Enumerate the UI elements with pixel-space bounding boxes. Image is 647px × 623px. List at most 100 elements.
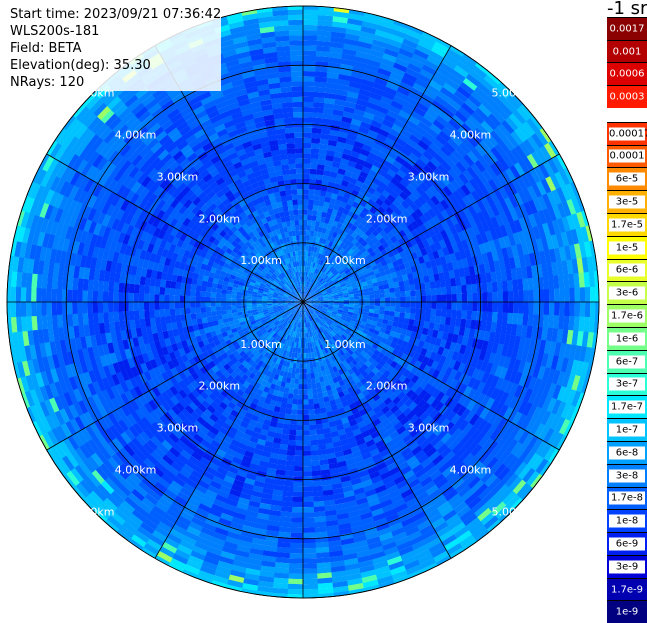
beta-cell	[303, 497, 314, 503]
beta-cell	[307, 225, 311, 231]
beta-cell	[380, 302, 385, 306]
beta-cell	[523, 302, 529, 314]
beta-cell	[498, 292, 504, 303]
beta-cell	[295, 368, 299, 374]
beta-cell	[404, 313, 410, 319]
beta-cell	[296, 425, 303, 430]
beta-cell	[554, 289, 560, 303]
beta-cell	[299, 364, 303, 369]
beta-cell	[308, 389, 313, 395]
beta-cell	[308, 205, 314, 211]
beta-cell	[502, 313, 508, 324]
beta-cell	[312, 133, 321, 139]
beta-cell	[289, 558, 303, 564]
beta-cell	[285, 465, 294, 471]
beta-cell	[298, 389, 303, 394]
beta-cell	[303, 399, 309, 404]
beta-cell	[410, 308, 416, 314]
beta-cell	[307, 384, 312, 390]
beta-cell	[303, 410, 309, 415]
beta-cell	[385, 293, 391, 298]
beta-cell	[313, 393, 319, 399]
beta-cell	[303, 71, 315, 77]
beta-cell	[457, 302, 463, 311]
beta-cell	[303, 558, 317, 564]
beta-cell	[303, 584, 318, 590]
beta-cell	[294, 471, 303, 476]
beta-cell	[307, 230, 311, 236]
beta-cell	[286, 403, 292, 409]
beta-cell	[461, 285, 467, 294]
beta-cell	[303, 451, 311, 456]
beta-cell	[284, 414, 291, 420]
beta-cell	[303, 492, 313, 498]
beta-cell	[303, 56, 316, 62]
beta-cell	[303, 204, 308, 209]
beta-cell	[303, 76, 315, 82]
beta-cell	[374, 306, 380, 310]
beta-cell	[298, 384, 303, 389]
beta-cell	[431, 295, 436, 302]
beta-cell	[303, 548, 317, 554]
beta-cell	[303, 517, 315, 523]
beta-cell	[585, 287, 591, 302]
beta-cell	[303, 389, 308, 394]
beta-cell	[303, 246, 306, 251]
beta-cell	[294, 461, 303, 467]
beta-cell	[312, 481, 322, 487]
beta-cell	[313, 501, 324, 507]
beta-cell	[303, 153, 311, 158]
beta-cell	[303, 225, 307, 230]
beta-cell	[288, 435, 296, 441]
beta-cell	[549, 289, 555, 303]
beta-cell	[303, 97, 314, 103]
beta-cell	[303, 158, 311, 164]
beta-cell	[431, 309, 437, 316]
beta-cell	[311, 455, 320, 461]
beta-cell	[310, 440, 318, 446]
beta-cell	[284, 481, 294, 487]
beta-cell	[303, 476, 313, 482]
beta-cell	[426, 295, 431, 302]
beta-cell	[291, 522, 303, 528]
beta-cell	[314, 403, 320, 409]
beta-cell	[411, 302, 416, 308]
beta-cell	[279, 521, 291, 527]
beta-cell	[310, 158, 318, 164]
beta-cell	[303, 502, 314, 508]
beta-cell	[309, 174, 316, 180]
beta-cell	[314, 97, 325, 103]
beta-cell	[293, 486, 303, 492]
beta-cell	[303, 543, 316, 549]
beta-cell	[416, 296, 421, 302]
beta-cell	[283, 424, 290, 430]
beta-cell	[415, 284, 421, 291]
beta-cell	[286, 460, 295, 466]
beta-cell	[313, 102, 324, 108]
beta-cell	[310, 435, 318, 441]
beta-cell	[312, 388, 318, 394]
beta-cell	[303, 199, 309, 204]
beta-cell	[303, 15, 318, 21]
beta-cell	[399, 312, 405, 318]
beta-cell	[303, 40, 317, 46]
beta-cell	[303, 589, 319, 595]
beta-cell	[416, 302, 421, 308]
beta-cell	[297, 405, 303, 410]
beta-cell	[406, 302, 411, 308]
beta-cell	[303, 369, 307, 374]
beta-cell	[292, 502, 303, 508]
beta-cell	[544, 289, 550, 302]
beta-cell	[513, 302, 519, 314]
beta-cell	[314, 92, 326, 98]
beta-cell	[471, 311, 477, 321]
beta-cell	[287, 445, 295, 451]
beta-cell	[311, 465, 320, 471]
beta-cell	[288, 393, 294, 399]
beta-cell	[293, 389, 298, 395]
beta-cell	[385, 302, 390, 307]
beta-cell	[425, 282, 431, 289]
beta-cell	[308, 404, 314, 410]
beta-cell	[528, 290, 534, 302]
beta-cell	[390, 307, 396, 312]
